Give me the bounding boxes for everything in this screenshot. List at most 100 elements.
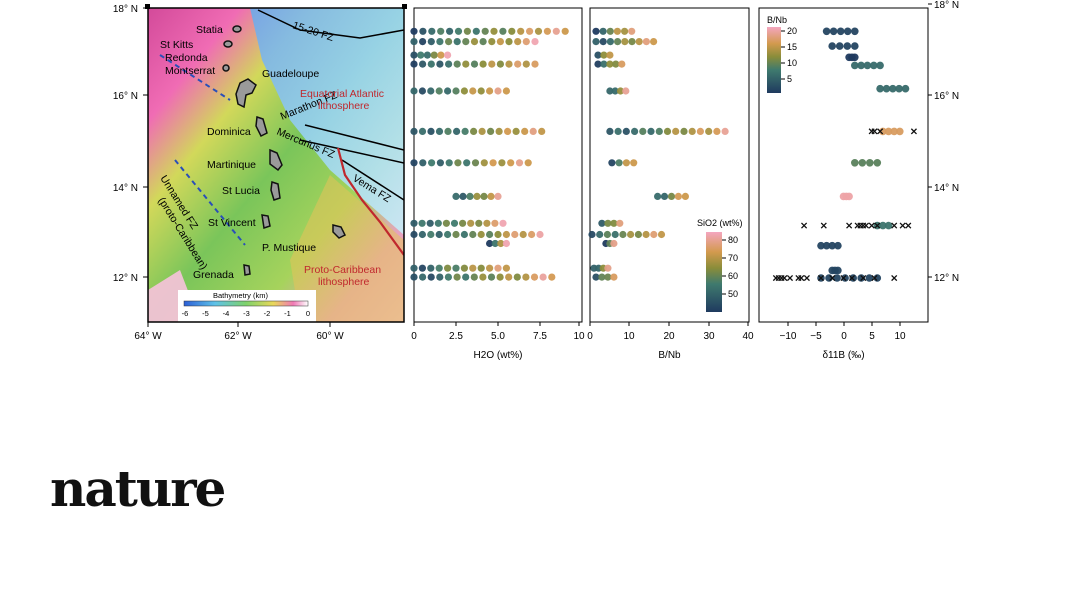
data-point [599, 38, 607, 46]
data-point [483, 219, 491, 227]
bathymetry-tick-label: -6 [182, 309, 189, 318]
data-point [477, 87, 485, 95]
data-point [419, 38, 427, 46]
data-point [470, 127, 478, 135]
cross-marker [840, 274, 847, 282]
cross-marker [798, 274, 805, 282]
data-point [882, 84, 891, 93]
data-point [529, 127, 537, 135]
data-point [663, 127, 672, 135]
data-point [610, 273, 618, 281]
data-point [480, 159, 488, 167]
label-p-mustique: P. Mustique [262, 242, 316, 254]
data-point [836, 27, 845, 36]
label-st-lucia: St Lucia [222, 185, 260, 197]
data-point [486, 264, 494, 272]
cross-marker [801, 222, 808, 229]
data-point [522, 273, 530, 281]
data-point [858, 159, 867, 167]
data-point [491, 239, 499, 248]
data-point [488, 60, 496, 68]
x-tick-label: 0 [841, 331, 847, 342]
data-point [654, 192, 662, 200]
data-point [630, 159, 638, 167]
data-point [863, 61, 872, 70]
data-point [594, 51, 602, 59]
cross-marker [871, 128, 878, 135]
data-point [487, 273, 496, 281]
data-point [600, 60, 608, 68]
data-point [889, 84, 897, 93]
data-point [410, 27, 418, 35]
data-point [833, 274, 841, 282]
data-point [479, 60, 487, 68]
data-point [507, 159, 515, 167]
map-panel: Statia St Kitts Redonda Montserrat Guade… [113, 4, 407, 342]
map-ocean-south [290, 175, 404, 322]
data-point [469, 87, 477, 95]
bnb-tick-label: 10 [787, 58, 797, 68]
data-point [817, 241, 825, 250]
data-point [410, 38, 418, 46]
data-point [588, 230, 596, 239]
data-point [606, 27, 614, 35]
data-point [473, 192, 481, 200]
data-point [619, 230, 627, 239]
map-lat-tick-label: 12° N [113, 273, 138, 284]
data-point [650, 38, 658, 46]
sio2-colorbar: SiO2 (wt%) 80 70 60 50 [697, 218, 743, 312]
data-point [508, 27, 516, 35]
data-point [511, 230, 519, 239]
data-point [410, 219, 418, 227]
data-point [611, 87, 619, 95]
data-point [462, 38, 470, 46]
data-point [502, 87, 510, 95]
data-point [548, 273, 556, 281]
data-point [437, 27, 445, 35]
data-point [502, 264, 510, 272]
data-point [444, 273, 452, 281]
data-point [460, 264, 468, 272]
data-point [841, 274, 849, 282]
data-point [650, 230, 658, 239]
data-point [884, 221, 893, 230]
data-point [499, 219, 507, 227]
data-point [428, 27, 436, 35]
map-lat-tick-label: 18° N [113, 4, 138, 15]
cross-marker [829, 274, 836, 282]
data-point [879, 127, 887, 136]
data-point [470, 273, 478, 281]
data-point [536, 230, 544, 239]
data-point [512, 127, 520, 135]
data-point [851, 42, 859, 50]
cross-marker [868, 222, 875, 229]
data-point [427, 273, 435, 281]
data-point [487, 127, 495, 135]
data-point [822, 241, 831, 250]
data-point [446, 27, 454, 35]
bnb-tick-label: 5 [787, 74, 792, 84]
data-point [870, 61, 878, 70]
data-point [696, 127, 705, 135]
bnb-colorbar: B/Nb 20 15 10 5 [767, 15, 797, 93]
data-point [505, 273, 513, 281]
data-point [849, 274, 857, 282]
data-point [721, 127, 729, 135]
data-point [642, 38, 651, 46]
label-martinique: Martinique [207, 159, 256, 171]
data-point [592, 38, 600, 46]
sio2-tick-label: 80 [728, 235, 738, 245]
data-point [435, 264, 443, 272]
island-martinique [269, 148, 283, 172]
data-point [470, 38, 479, 46]
data-point [419, 27, 427, 35]
cross-marker [781, 274, 788, 282]
label-proto-caribbean: Proto-Caribbean [304, 264, 381, 276]
data-point [618, 60, 626, 68]
data-point [444, 127, 452, 135]
data-point [505, 60, 513, 68]
data-point [418, 219, 426, 227]
data-point [514, 38, 522, 46]
data-point [445, 38, 453, 46]
x-tick-label: 10 [894, 331, 906, 342]
